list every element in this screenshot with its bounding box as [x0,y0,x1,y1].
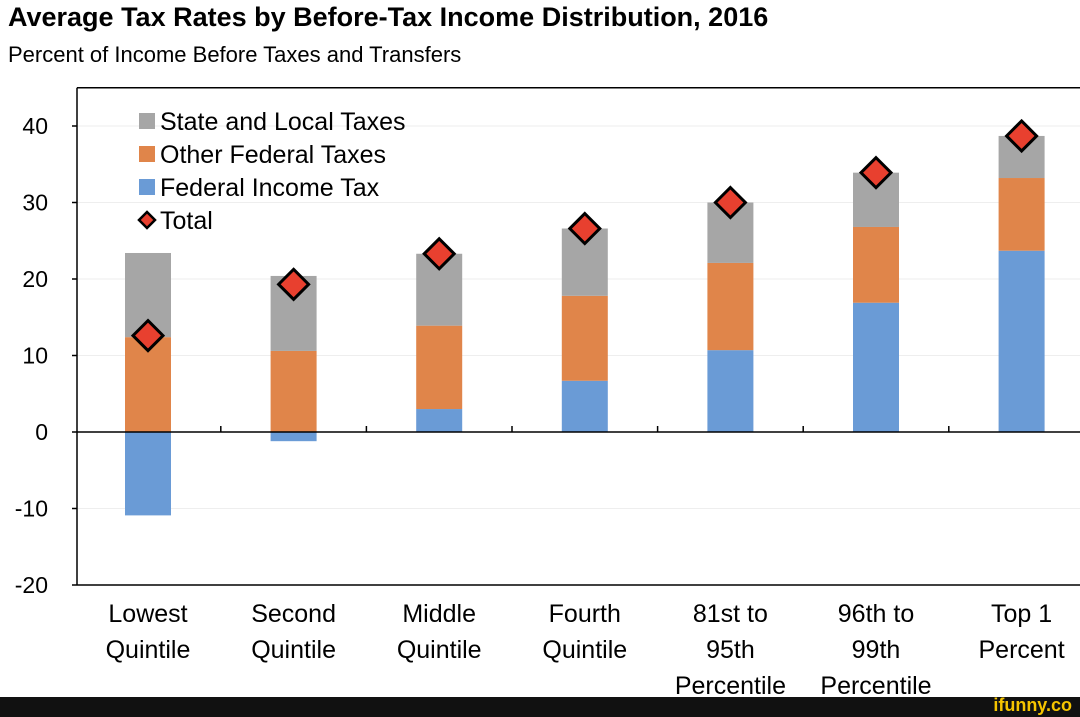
y-tick-label: 40 [22,113,48,139]
legend-swatch [139,146,155,162]
legend-label: State and Local Taxes [160,108,406,136]
legend-swatch [139,179,155,195]
watermark: ifunny.co [993,695,1072,715]
y-tick-label: 10 [22,343,48,369]
x-tick-label: Second [251,600,336,628]
x-tick-label: Quintile [106,636,191,664]
x-tick-label: Top 1 [991,600,1052,628]
bar-federal-income-tax [416,409,463,432]
total-marker [567,211,602,246]
legend-swatch [139,113,155,129]
chart-title: Average Tax Rates by Before-Tax Income D… [8,2,769,32]
x-tick-label: Lowest [108,600,187,628]
bar-other-federal-taxes [561,295,608,381]
y-tick-label: 30 [22,190,48,216]
total-marker [858,155,894,190]
legend-label: Federal Income Tax [160,174,380,202]
bar-federal-income-tax [707,350,754,432]
legend-total-icon [137,210,157,230]
chart-subtitle: Percent of Income Before Taxes and Trans… [8,42,462,67]
total-marker [713,185,748,220]
x-tick-label: Percent [979,636,1065,664]
bar-other-federal-taxes [998,178,1045,251]
x-tick-label: Quintile [251,636,336,664]
x-tick-label: Fourth [549,600,621,628]
bar-other-federal-taxes [416,325,463,410]
total-marker [130,318,166,353]
bar-other-federal-taxes [707,262,754,351]
bar-federal-income-tax [270,432,317,442]
footer-bar: ifunny.co [0,695,1080,717]
total-marker [422,236,457,271]
y-tick-label: -20 [15,572,48,598]
y-tick-label: 20 [22,266,48,292]
y-tick-label: 0 [35,419,48,445]
x-tick-label: 96th to [838,600,914,628]
bar-other-federal-taxes [270,350,317,432]
bar-other-federal-taxes [853,226,899,303]
total-marker [1004,118,1039,154]
legend-label: Other Federal Taxes [160,141,386,169]
bar-other-federal-taxes [125,337,171,432]
x-tick-label: Percentile [820,672,931,697]
bar-federal-income-tax [125,432,171,516]
bar-federal-income-tax [561,380,608,432]
x-tick-label: 81st to [693,600,768,628]
legend-label: Total [160,207,213,235]
x-tick-label: 99th [852,636,901,664]
x-tick-label: Quintile [542,636,627,664]
bar-federal-income-tax [853,302,899,432]
bar-federal-income-tax [998,250,1045,432]
x-tick-label: Percentile [675,672,786,697]
x-tick-label: Quintile [397,636,482,664]
x-tick-label: Middle [402,600,476,628]
y-tick-label: -10 [15,496,48,522]
chart: 40 30 20 10 0 -10 -20 Lowest Quintile Second Quint… [15,87,1080,697]
total-marker [276,267,311,302]
x-tick-label: 95th [706,636,755,664]
